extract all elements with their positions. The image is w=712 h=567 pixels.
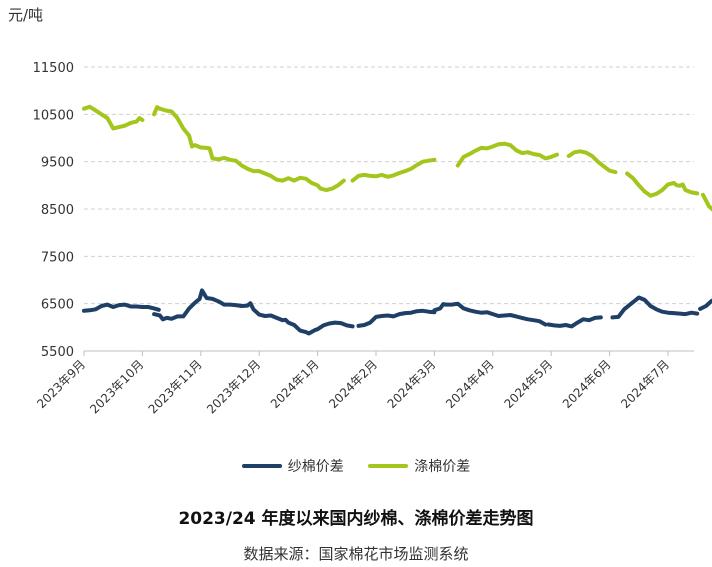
y-tick-label-8500: 8500 [41, 203, 74, 218]
series-line-1-segment-1 [152, 105, 346, 193]
x-tick-label-5: 2024年2月 [326, 357, 380, 411]
series-line-0-segment-0 [82, 302, 161, 313]
x-tick-label-2: 2023年11月 [146, 357, 205, 416]
series-line-1-segment-2 [350, 157, 437, 183]
y-tick-label-7500: 7500 [41, 250, 74, 265]
chart-source: 数据来源：国家棉花市场监测系统 [243, 545, 469, 563]
series-line-0-segment-2 [356, 308, 437, 328]
y-tick-label-9500: 9500 [41, 156, 74, 171]
series-line-0-segment-6 [698, 298, 712, 311]
x-tick-label-6: 2024年3月 [385, 357, 439, 411]
x-tick-label-0: 2023年9月 [34, 357, 88, 411]
series-line-1-segment-5 [625, 171, 700, 198]
legend-label-polyester-cotton: 涤棉价差 [414, 459, 471, 475]
series-line-0-segment-3 [432, 301, 548, 327]
legend-item-yarn-cotton: 纱棉价差 [241, 456, 344, 476]
series-line-1-segment-0 [82, 104, 145, 131]
series-line-0-segment-4 [546, 315, 603, 329]
x-tick-label-8: 2024年5月 [501, 357, 555, 411]
x-tick-label-7: 2024年4月 [443, 357, 497, 411]
series-line-1-segment-6 [701, 192, 712, 212]
series-line-0-segment-1 [152, 288, 355, 336]
y-tick-label-11500: 11500 [33, 61, 74, 76]
y-tick-label-5500: 5500 [41, 345, 74, 360]
chart-title: 2023/24 年度以来国内纱棉、涤棉价差走势图 [178, 509, 534, 529]
x-tick-label-4: 2024年1月 [268, 357, 322, 411]
x-tick-label-9: 2024年6月 [560, 357, 614, 411]
series-line-0-segment-5 [610, 295, 700, 320]
legend-swatch-polyester-cotton [368, 464, 409, 468]
legend: 纱棉价差 涤棉价差 [0, 456, 712, 476]
y-tick-label-6500: 6500 [41, 298, 74, 313]
legend-swatch-yarn-cotton [241, 464, 282, 468]
series-line-1-segment-4 [566, 149, 618, 175]
legend-label-yarn-cotton: 纱棉价差 [287, 459, 344, 475]
x-tick-label-1: 2023年10月 [87, 357, 146, 416]
y-axis-unit-label: 元/吨 [8, 6, 44, 24]
legend-item-polyester-cotton: 涤棉价差 [368, 456, 470, 476]
x-tick-label-3: 2023年12月 [204, 357, 263, 416]
series-line-1-segment-3 [455, 141, 559, 168]
y-tick-label-10500: 10500 [33, 108, 74, 123]
x-tick-label-10: 2024年7月 [618, 357, 672, 411]
